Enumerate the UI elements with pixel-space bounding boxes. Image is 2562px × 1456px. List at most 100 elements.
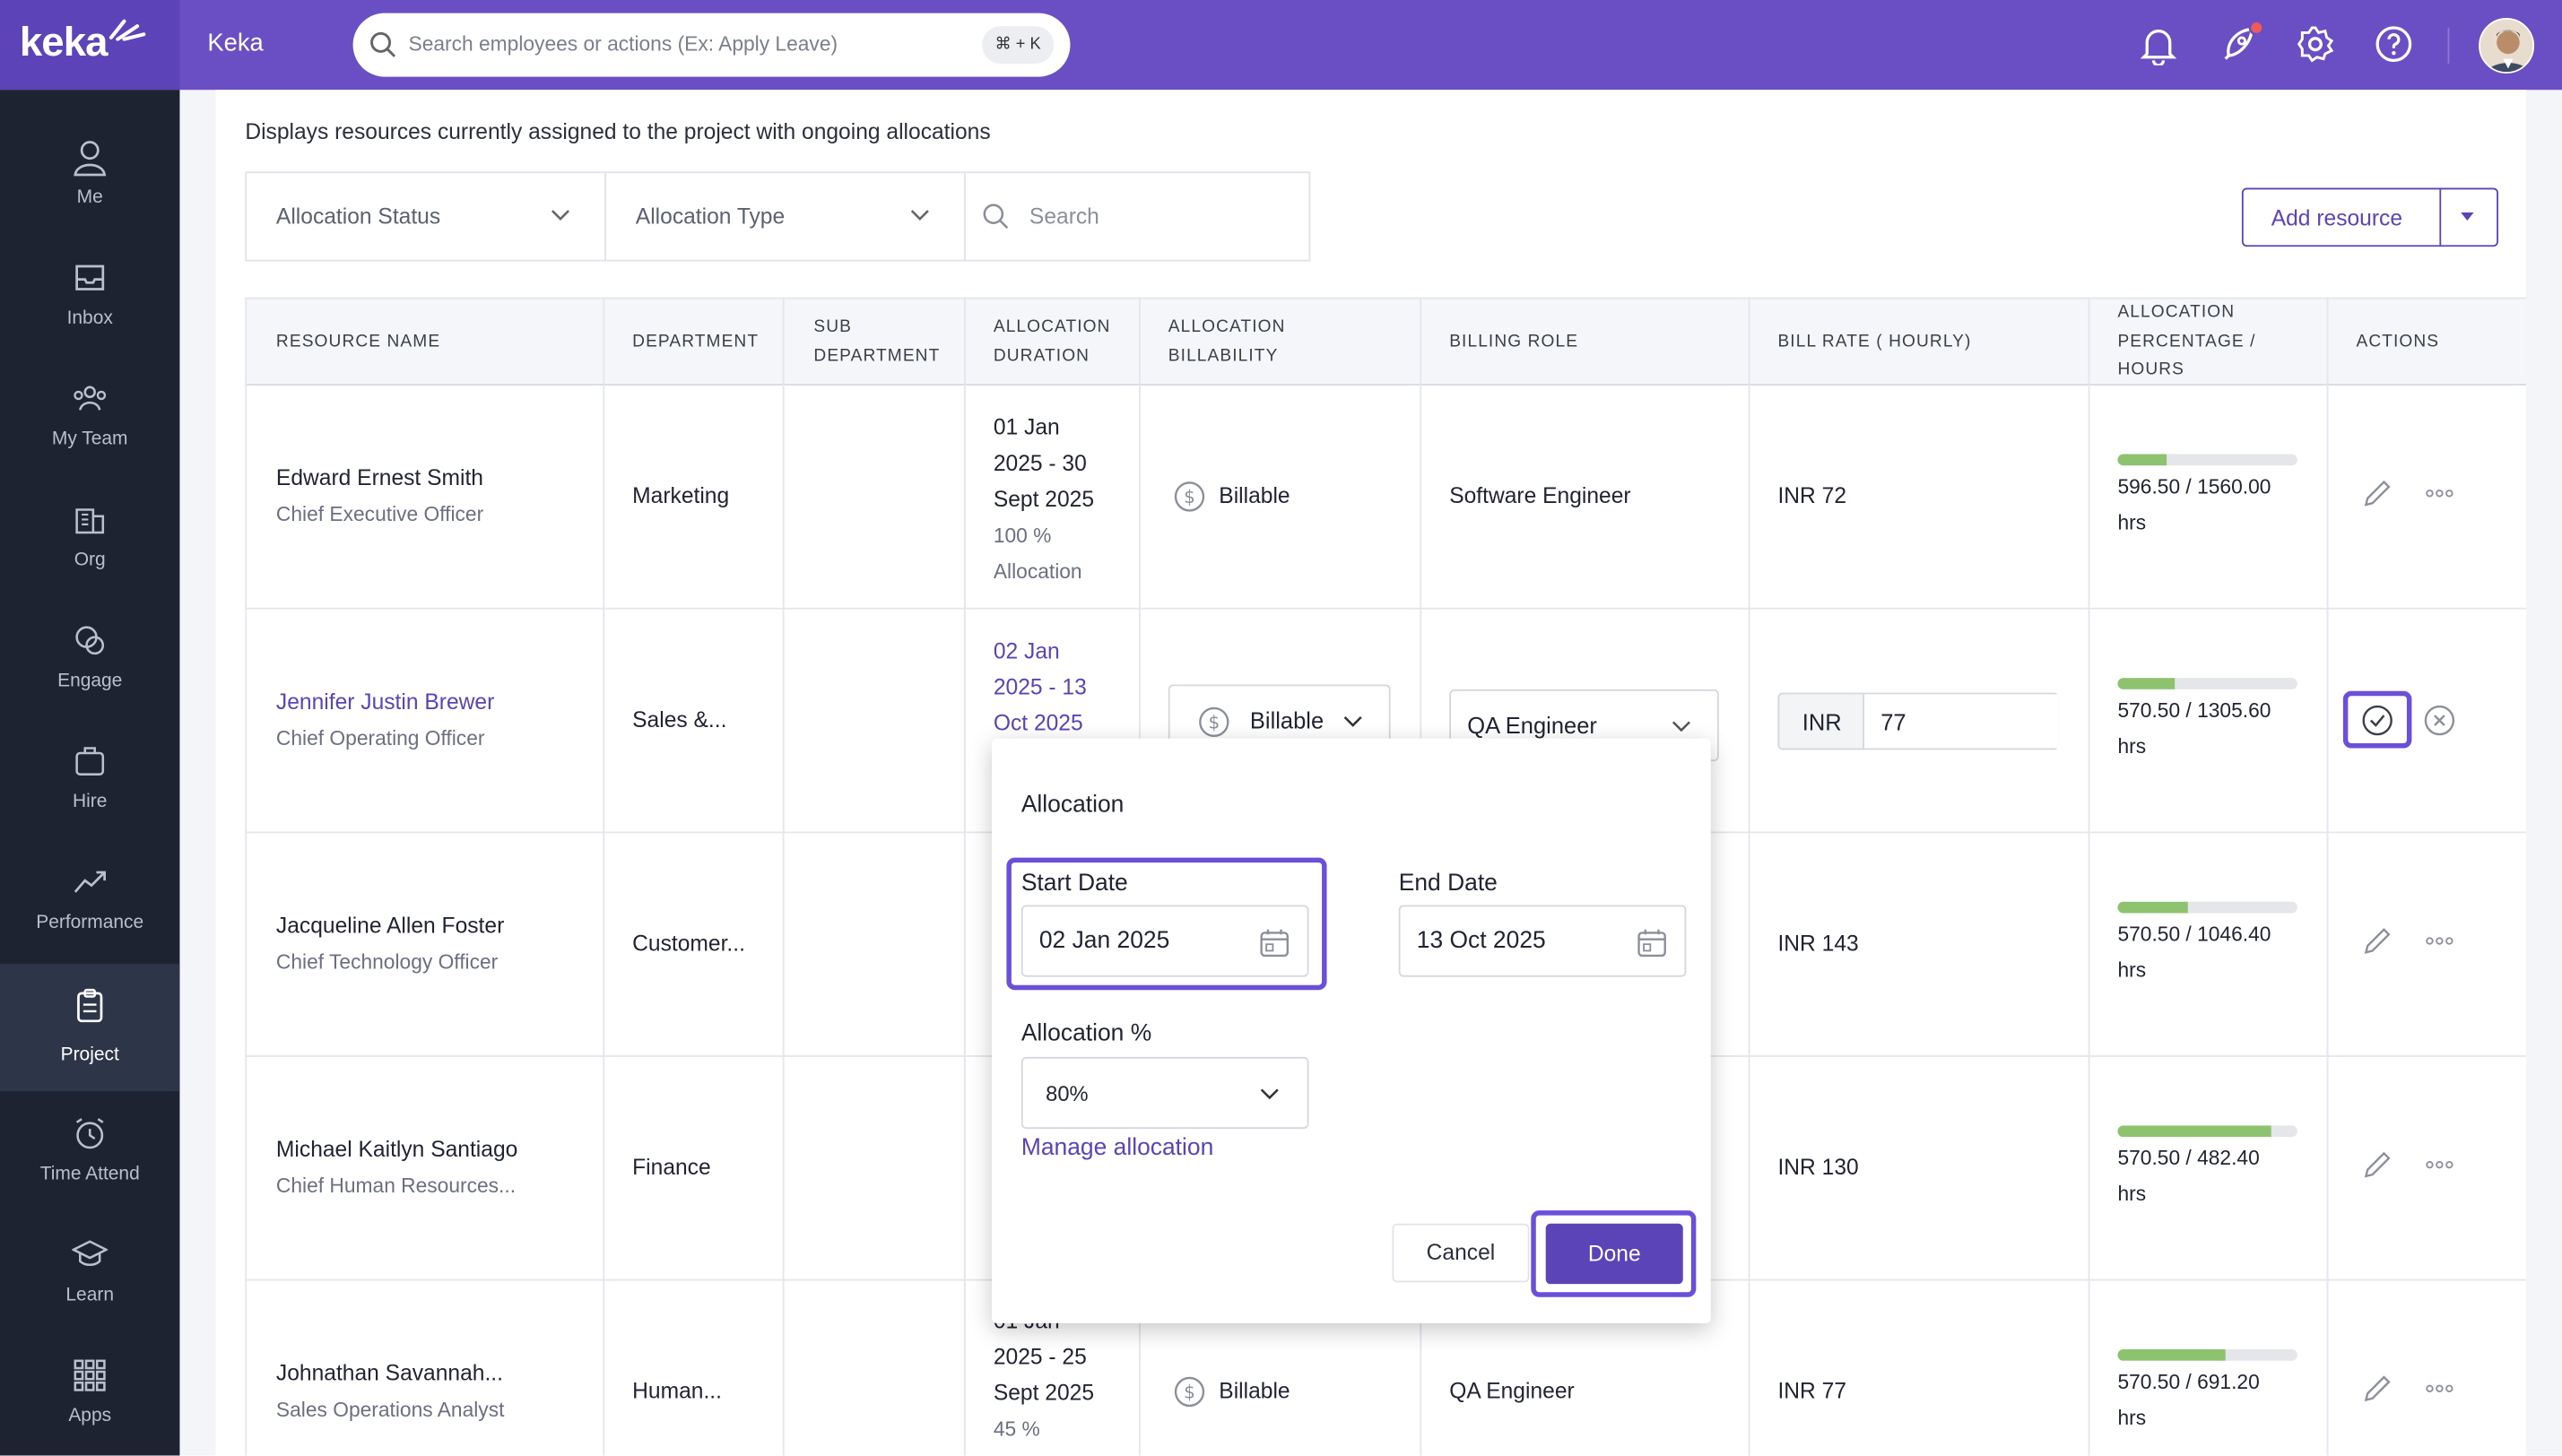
bill-rate: INR 77 [1777, 1378, 1847, 1404]
department: Sales &... [632, 706, 727, 732]
header-billing-role[interactable]: BILLING ROLE [1449, 331, 1579, 351]
sidebar-item-my-team[interactable]: My Team [0, 368, 179, 489]
allocation-unit: hrs [2117, 734, 2147, 758]
sidebar-item-project[interactable]: Project [0, 964, 180, 1092]
table-border [245, 297, 248, 1456]
header-allocation-billability[interactable]: ALLOCATION BILLABILITY [1168, 314, 1286, 371]
more-options-icon[interactable] [2425, 1382, 2454, 1395]
calendar-icon[interactable] [1636, 926, 1668, 958]
sidebar-item-label: Project [60, 1045, 119, 1066]
header-sub-department[interactable]: SUB DEPARTMENT [813, 314, 940, 371]
search-icon [370, 31, 396, 57]
resource-name-link[interactable]: Jennifer Justin Brewer [275, 689, 495, 715]
sidebar-item-label: Performance [36, 913, 144, 933]
billability: Billable [1219, 483, 1290, 508]
allocation-hours: 570.50 / 1305.60 hrs [2117, 693, 2271, 765]
billing-role: QA Engineer [1449, 1378, 1575, 1404]
sidebar-item-label: Org [74, 550, 106, 570]
sidebar-item-org[interactable]: Org [0, 489, 179, 610]
start-date-input[interactable]: 02 Jan 2025 [1020, 905, 1309, 977]
column-divider [1748, 297, 1750, 1456]
cancel-button[interactable]: Cancel [1392, 1223, 1530, 1283]
sidebar-item-label: Learn [65, 1285, 115, 1305]
clipboard-icon [77, 988, 103, 1023]
resource-name[interactable]: Michael Kaitlyn Santiago [275, 1137, 518, 1162]
allocation-status-filter[interactable]: Allocation Status [245, 171, 606, 262]
header-department[interactable]: DEPARTMENT [632, 331, 760, 351]
chevron-down-icon [1260, 1088, 1279, 1100]
page-description: Displays resources currently assigned to… [245, 119, 991, 144]
sidebar-item-me[interactable]: Me [0, 126, 179, 247]
progress-fill [2117, 1349, 2226, 1361]
team-icon [74, 386, 107, 411]
keka-logo[interactable]: keka [0, 0, 180, 91]
allocation-progress-bar [2117, 901, 2297, 914]
confirm-highlight [2342, 690, 2412, 749]
column-divider [2326, 297, 2329, 1456]
edit-pencil-icon[interactable] [2361, 477, 2393, 509]
add-resource-button[interactable]: Add resource [2241, 187, 2498, 247]
resource-name[interactable]: Jacqueline Allen Foster [275, 913, 505, 938]
search-placeholder: Search [1029, 204, 1099, 230]
svg-text:$: $ [1184, 1382, 1195, 1403]
column-divider [782, 297, 785, 1456]
billing-role: Software Engineer [1449, 483, 1631, 508]
edit-pencil-icon[interactable] [2361, 1373, 2393, 1405]
done-button[interactable]: Done [1545, 1223, 1683, 1285]
caret-down-icon[interactable] [2461, 212, 2474, 222]
allocation-duration-link[interactable]: 02 Jan 2025 - 13 Oct 2025 [994, 634, 1087, 741]
sidebar-item-performance[interactable]: Performance [0, 851, 179, 972]
rate-value: 77 [1880, 708, 1906, 735]
user-avatar[interactable] [2479, 18, 2535, 74]
duration-line: 2025 - 30 [993, 450, 1087, 476]
edit-pencil-icon[interactable] [2361, 924, 2393, 957]
help-icon[interactable] [2375, 24, 2414, 64]
more-options-icon[interactable] [2425, 1158, 2454, 1172]
allocation-duration: 01 Jan 2025 - 25 Sept 2025 45 % [994, 1304, 1094, 1447]
allocation-hours: 570.50 / 691.20 hrs [2117, 1364, 2259, 1435]
global-search-input[interactable]: Search employees or actions (Ex: Apply L… [352, 13, 1071, 77]
table-search-input[interactable]: Search [964, 171, 1311, 262]
logo-text: keka [19, 19, 109, 65]
gear-icon[interactable] [2296, 24, 2335, 64]
company-name: Keka [207, 29, 264, 57]
header-line: HOURS [2117, 359, 2185, 379]
sidebar-item-label: Inbox [66, 308, 113, 329]
cancel-x-icon[interactable] [2423, 704, 2455, 736]
sidebar-item-label: Engage [57, 671, 123, 691]
billing-role-value: QA Engineer [1467, 712, 1597, 739]
header-bill-rate[interactable]: BILL RATE ( HOURLY) [1777, 331, 1972, 351]
sidebar-item-time-attend[interactable]: Time Attend [0, 1103, 179, 1224]
header-resource-name[interactable]: RESOURCE NAME [275, 331, 441, 351]
sidebar-item-apps[interactable]: Apps [0, 1345, 179, 1456]
start-date-label: Start Date [1020, 871, 1128, 897]
end-date-input[interactable]: 13 Oct 2025 [1398, 905, 1687, 977]
bell-icon[interactable] [2140, 26, 2177, 65]
manage-allocation-link[interactable]: Manage allocation [1020, 1135, 1214, 1162]
chevron-down-icon [551, 210, 569, 221]
rocket-icon[interactable] [2216, 20, 2265, 69]
allocation-percent-select[interactable]: 80% [1020, 1056, 1309, 1130]
calendar-icon[interactable] [1258, 926, 1290, 958]
column-divider [2088, 297, 2090, 1456]
confirm-check-icon[interactable] [2361, 704, 2393, 736]
header-allocation-duration[interactable]: ALLOCATION DURATION [994, 314, 1111, 371]
rate-value-field[interactable]: 77 [1863, 694, 2059, 749]
sidebar-item-hire[interactable]: Hire [0, 730, 179, 851]
sidebar-item-learn[interactable]: Learn [0, 1224, 179, 1345]
header-allocation-percentage[interactable]: ALLOCATION PERCENTAGE / HOURS [2117, 299, 2255, 385]
sidebar-item-engage[interactable]: Engage [0, 610, 179, 731]
resource-name[interactable]: Johnathan Savannah... [275, 1360, 503, 1386]
allocation-value: 570.50 / 482.40 [2117, 1147, 2260, 1170]
sidebar-item-inbox[interactable]: Inbox [0, 247, 179, 368]
allocation-type-filter[interactable]: Allocation Type [604, 171, 966, 262]
more-options-icon[interactable] [2425, 934, 2454, 948]
edit-pencil-icon[interactable] [2361, 1148, 2393, 1181]
row-divider [245, 607, 2526, 610]
resource-name[interactable]: Edward Ernest Smith [275, 465, 483, 490]
more-options-icon[interactable] [2425, 487, 2454, 500]
allocation-hours: 596.50 / 1560.00 hrs [2117, 469, 2271, 541]
bill-rate-input[interactable]: INR 77 [1777, 692, 2059, 750]
billability: Billable [1219, 1378, 1290, 1404]
